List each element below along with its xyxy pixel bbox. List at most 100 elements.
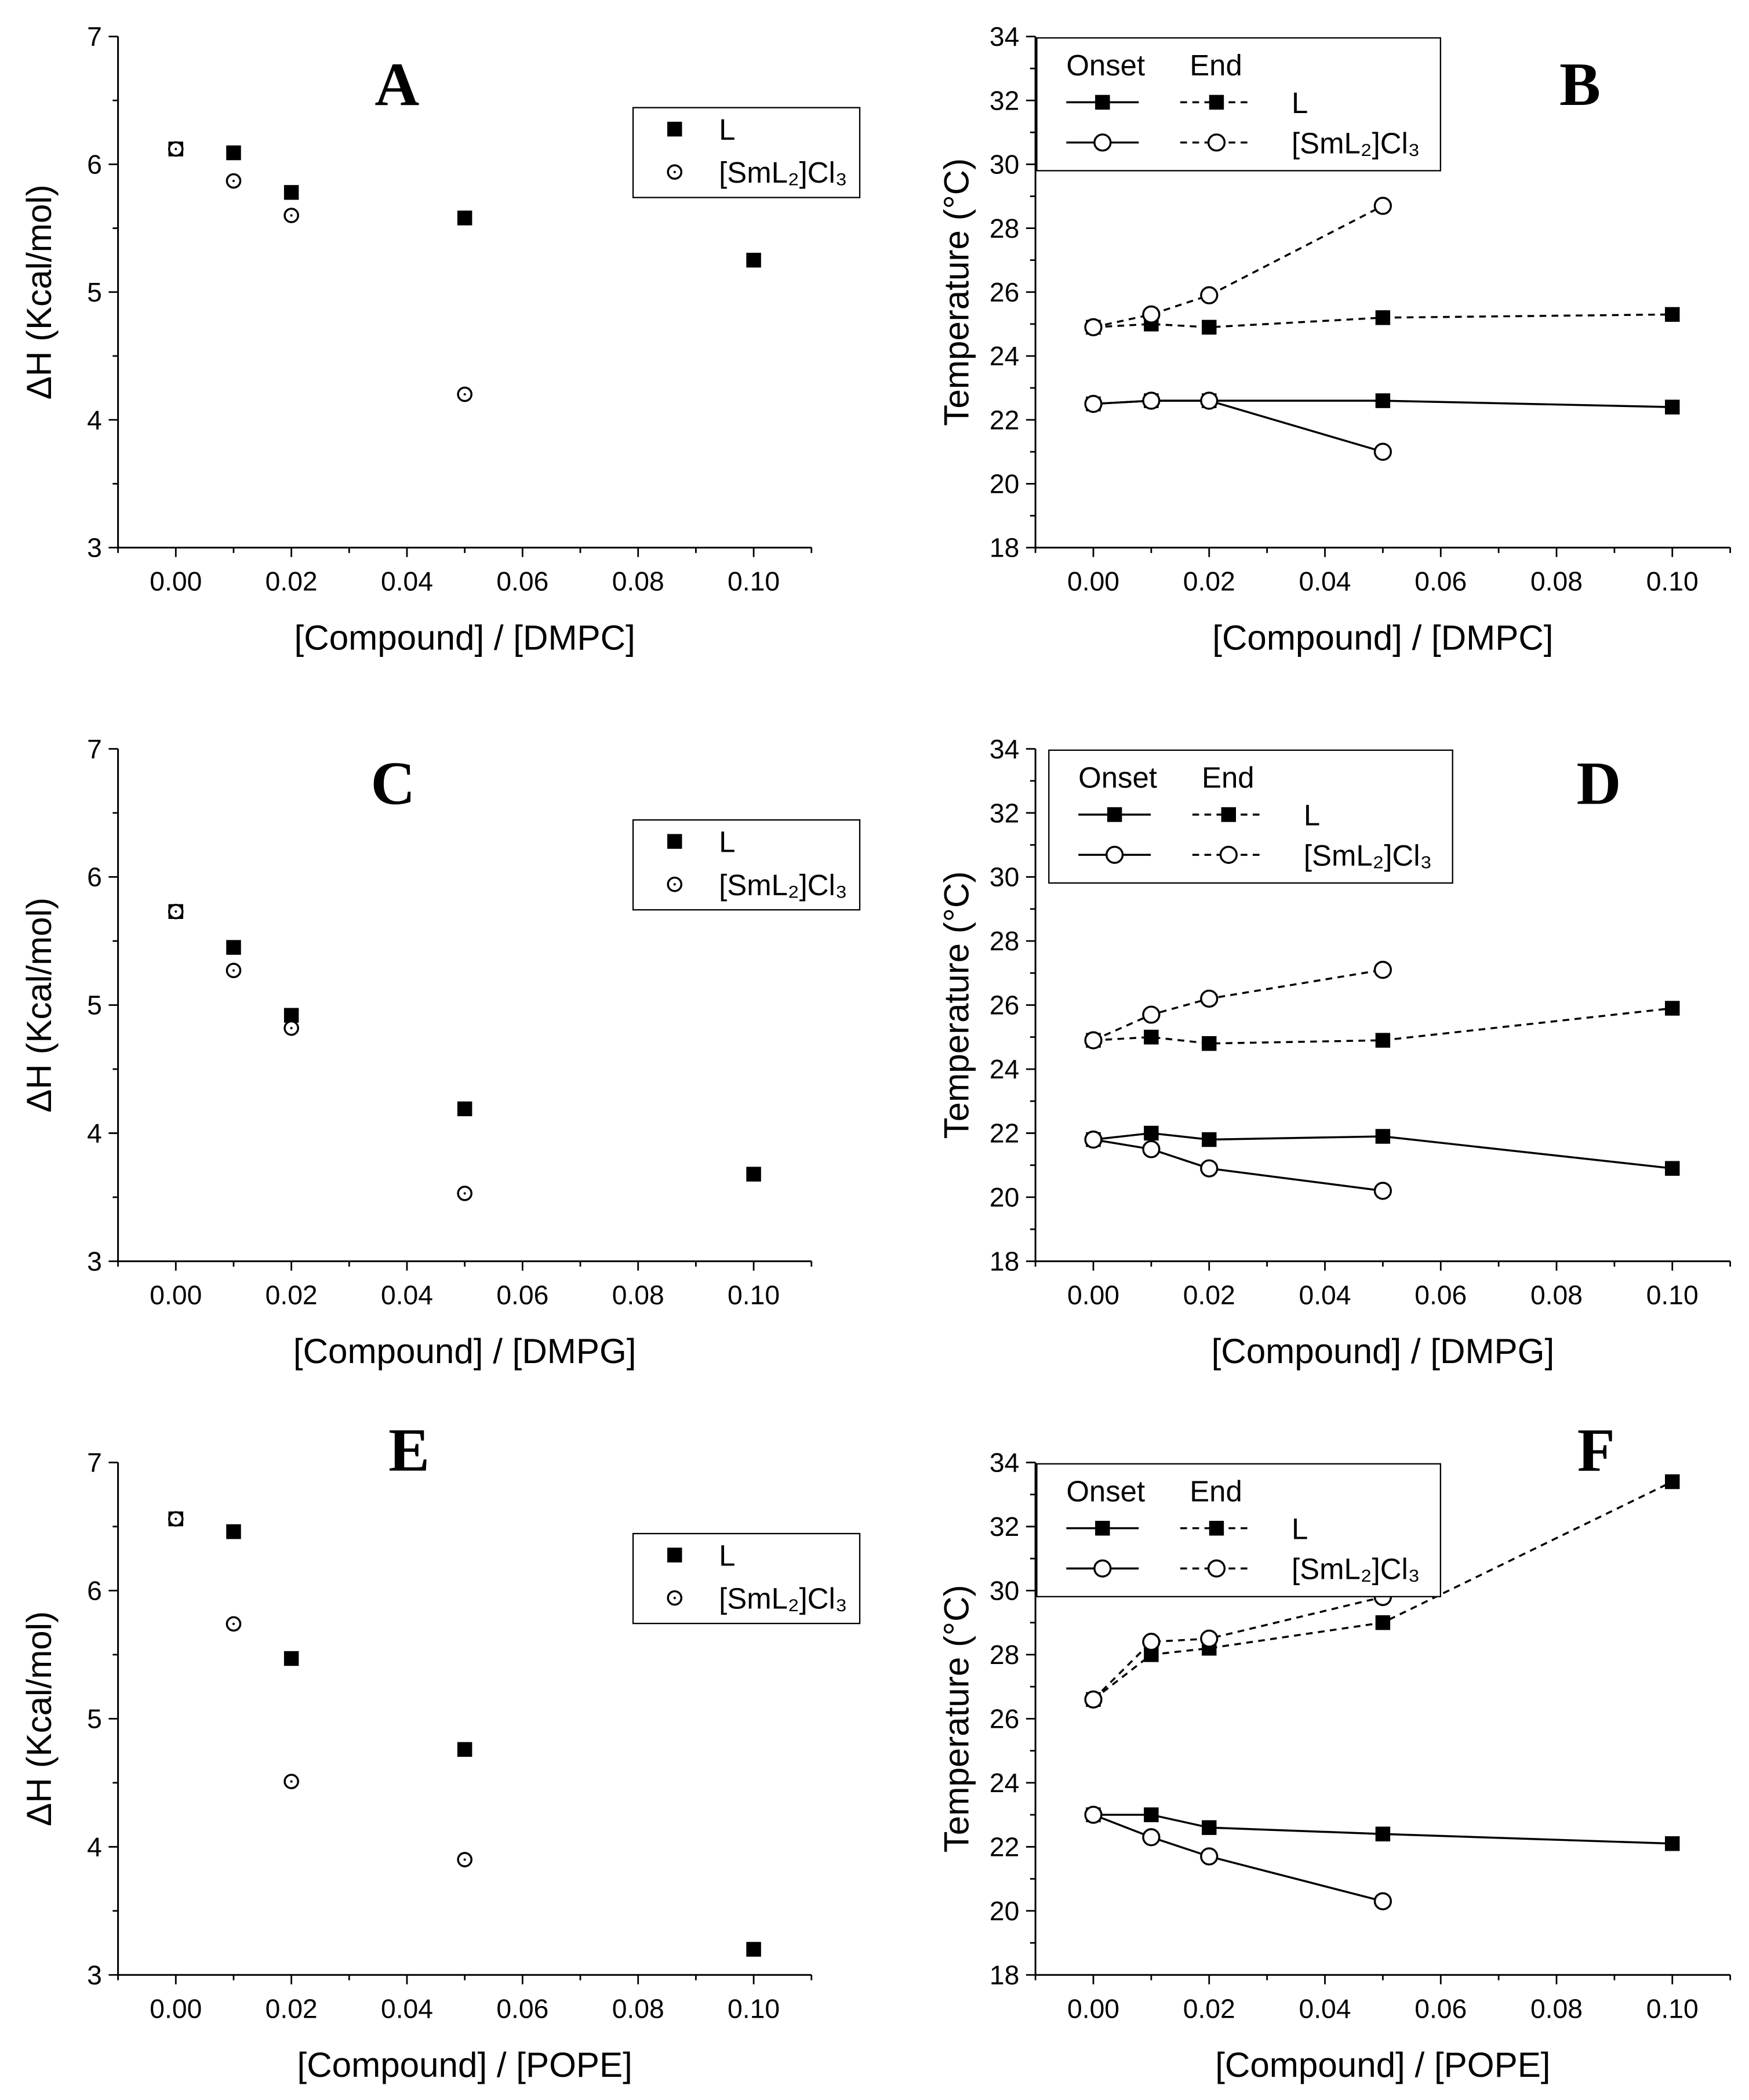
data-point xyxy=(1373,961,1392,979)
data-point xyxy=(1665,1161,1680,1176)
data-point xyxy=(1200,1629,1219,1648)
series-line xyxy=(1093,1138,1383,1192)
x-tick-label: 0.08 xyxy=(1530,1280,1583,1310)
legend: Onset End L [SmL₂]Cl₃ xyxy=(1036,37,1442,172)
y-axis-label: Temperature (°C) xyxy=(937,1585,976,1852)
legend-marker xyxy=(1207,1559,1226,1578)
x-tick-label: 0.04 xyxy=(1299,1280,1351,1310)
data-point xyxy=(1373,1182,1392,1200)
data-point xyxy=(226,173,242,189)
y-tick-label: 6 xyxy=(87,150,102,180)
data-point-dot xyxy=(174,910,177,913)
y-tick-label: 22 xyxy=(990,1832,1019,1862)
series-line xyxy=(1093,1814,1383,1902)
data-point xyxy=(457,386,472,402)
series-line xyxy=(1093,205,1384,329)
y-tick-label: 5 xyxy=(87,1704,102,1734)
chart-panel-a: 0.00 0.02 0.04 0.06 0.08 0.10 3 4 5 6 7 [Compound] … xyxy=(20,21,861,657)
data-point xyxy=(1375,1033,1391,1048)
panel-label: A xyxy=(374,50,419,119)
data-point xyxy=(1084,1130,1103,1149)
data-point xyxy=(1084,318,1103,337)
x-axis-label: [Compound] / [POPE] xyxy=(1215,2045,1550,2084)
legend-label: L xyxy=(719,826,735,859)
x-tick-label: 0.02 xyxy=(266,1280,318,1310)
data-point-dot xyxy=(232,969,235,972)
legend-label: [SmL₂]Cl₃ xyxy=(719,156,847,189)
legend-marker xyxy=(667,834,682,849)
y-tick-label: 34 xyxy=(990,734,1019,764)
data-point xyxy=(226,1524,241,1539)
x-tick-label: 0.06 xyxy=(496,1993,548,2023)
x-tick-label: 0.06 xyxy=(496,1280,548,1310)
y-tick-label: 3 xyxy=(87,1960,102,1990)
y-axis-label: ΔH (Kcal/mol) xyxy=(20,898,59,1113)
x-tick-label: 0.08 xyxy=(1530,1993,1583,2023)
y-axis-label: ΔH (Kcal/mol) xyxy=(20,1611,59,1826)
legend-marker xyxy=(1095,1521,1110,1536)
data-point xyxy=(1665,1474,1680,1489)
y-axis-label: ΔH (Kcal/mol) xyxy=(20,184,59,399)
chart-panel-c: 0.00 0.02 0.04 0.06 0.08 0.10 3 4 5 6 7 [Compound] … xyxy=(20,734,861,1371)
data-point xyxy=(1373,1892,1392,1910)
data-point xyxy=(1373,442,1392,461)
series-end-l xyxy=(1086,307,1680,335)
y-tick-label: 4 xyxy=(87,1832,102,1862)
y-tick-label: 4 xyxy=(87,1118,102,1149)
legend-marker xyxy=(667,876,683,892)
legend-marker-dot xyxy=(673,1597,676,1600)
x-tick-label: 0.00 xyxy=(1067,566,1119,597)
data-point xyxy=(1142,391,1161,410)
data-point xyxy=(746,1942,761,1957)
data-point-dot xyxy=(174,1517,177,1520)
series-end-l xyxy=(1086,1001,1680,1051)
series-onset-smL2Cl3 xyxy=(1084,1130,1392,1200)
x-tick-label: 0.06 xyxy=(1415,1280,1467,1310)
legend-header: Onset xyxy=(1066,49,1145,82)
data-point-dot xyxy=(463,1858,466,1861)
data-point xyxy=(1375,393,1391,408)
data-point xyxy=(283,185,299,200)
y-tick-label: 22 xyxy=(990,1118,1019,1149)
y-tick-label: 24 xyxy=(990,341,1019,371)
x-tick-label: 0.10 xyxy=(1646,1993,1699,2023)
x-tick-label: 0.00 xyxy=(1067,1993,1119,2023)
legend-marker xyxy=(1106,845,1124,864)
legend-header: End xyxy=(1190,49,1242,82)
y-tick-label: 34 xyxy=(990,1448,1019,1478)
data-point xyxy=(226,940,241,955)
legend: Onset End L [SmL₂]Cl₃ xyxy=(1048,749,1453,884)
data-point xyxy=(457,1742,472,1757)
y-tick-label: 34 xyxy=(990,21,1019,52)
legend-label: L xyxy=(719,1539,735,1572)
series-line xyxy=(1092,1481,1673,1701)
legend-marker xyxy=(667,1547,682,1563)
data-point xyxy=(283,208,299,223)
data-point xyxy=(283,1651,299,1666)
legend: L [SmL₂]Cl₃ xyxy=(632,107,861,198)
y-tick-label: 7 xyxy=(87,1448,102,1478)
data-point xyxy=(1200,1159,1219,1178)
data-point xyxy=(1144,1125,1159,1141)
data-point xyxy=(1142,1005,1161,1024)
y-tick-label: 32 xyxy=(990,1512,1019,1542)
data-point-dot xyxy=(290,214,293,217)
x-tick-label: 0.06 xyxy=(496,566,548,597)
data-point xyxy=(1084,394,1103,413)
x-tick-label: 0.06 xyxy=(1415,1993,1467,2023)
legend-marker-dot xyxy=(673,170,676,173)
x-tick-label: 0.04 xyxy=(381,566,433,597)
x-tick-label: 0.04 xyxy=(381,1280,433,1310)
legend-header: End xyxy=(1190,1475,1242,1508)
data-point xyxy=(1665,399,1680,415)
data-point-dot xyxy=(463,1192,466,1195)
legend-label: [SmL₂]Cl₃ xyxy=(719,869,847,902)
series-line xyxy=(1093,399,1383,453)
x-tick-label: 0.10 xyxy=(728,566,780,597)
y-tick-label: 20 xyxy=(990,1896,1019,1926)
data-point-dot xyxy=(290,1027,293,1030)
x-axis-label: [Compound] / [DMPC] xyxy=(1212,618,1553,657)
y-tick-label: 28 xyxy=(990,213,1019,244)
x-tick-label: 0.00 xyxy=(1067,1280,1119,1310)
